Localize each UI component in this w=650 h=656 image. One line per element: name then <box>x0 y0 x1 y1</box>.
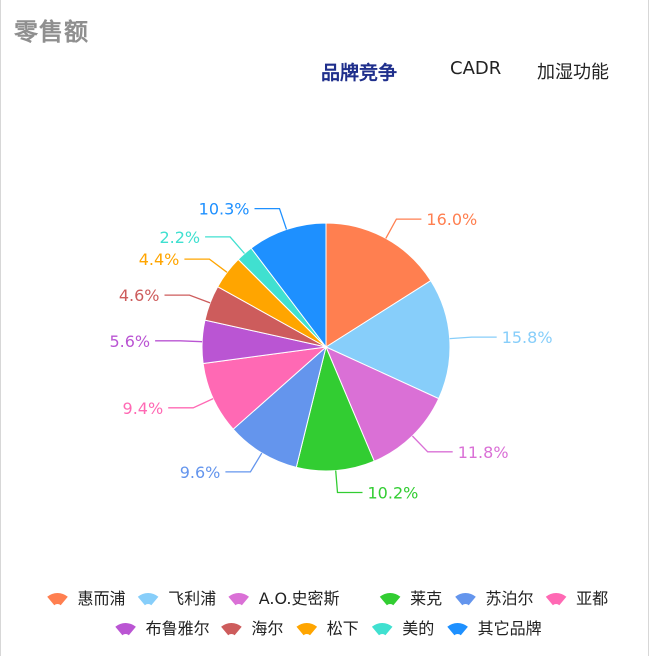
legend-swatch <box>47 593 68 606</box>
data-label: 4.6% <box>119 286 160 305</box>
legend-item[interactable]: 松下 <box>296 619 359 638</box>
label-leader-line <box>385 218 422 239</box>
data-label: 15.8% <box>502 328 553 347</box>
page-title: 零售额 <box>14 18 89 46</box>
legend-label: 海尔 <box>251 619 283 638</box>
label-leader-line <box>335 470 363 494</box>
label-leader-line <box>205 236 245 254</box>
legend-item[interactable]: 飞利浦 <box>137 589 216 608</box>
legend-swatch <box>115 623 136 636</box>
legend-swatch <box>137 593 159 606</box>
legend-item[interactable]: 莱克 <box>379 589 442 608</box>
legend-label: 其它品牌 <box>478 619 542 638</box>
legend-label: 布鲁雅尔 <box>146 619 210 638</box>
data-label: 10.2% <box>368 484 419 503</box>
label-leader-line <box>184 258 228 273</box>
legend-swatch <box>447 623 468 636</box>
label-leader-line <box>155 340 203 343</box>
legend-label: A.O.史密斯 <box>259 589 340 608</box>
legend-label: 惠而浦 <box>78 589 126 608</box>
tab-bar: 品牌竞争 CADR 加湿功能 <box>0 58 650 88</box>
label-leader-line <box>225 452 263 473</box>
label-leader-line <box>449 336 497 340</box>
label-leader-line <box>254 207 288 230</box>
data-label: 16.0% <box>426 210 477 229</box>
legend-item[interactable]: 海尔 <box>221 619 283 638</box>
pie-slice[interactable] <box>250 222 327 349</box>
data-label: 4.4% <box>139 250 180 269</box>
legend-item[interactable]: 布鲁雅尔 <box>115 619 210 638</box>
legend-label: 飞利浦 <box>168 589 216 608</box>
tab-brand-competition[interactable]: 品牌竞争 <box>321 62 398 84</box>
legend-swatch <box>371 623 393 636</box>
label-leader-line <box>164 294 211 304</box>
legend-item[interactable]: A.O.史密斯 <box>228 589 339 608</box>
legend-swatch <box>296 623 318 636</box>
legend-swatch <box>455 593 476 606</box>
legend-item[interactable]: 苏泊尔 <box>455 589 534 608</box>
label-leader-line <box>168 398 214 409</box>
legend-item[interactable]: 美的 <box>371 619 434 638</box>
label-leader-line <box>411 435 453 453</box>
data-label: 2.2% <box>159 228 200 247</box>
legend-label: 苏泊尔 <box>486 589 534 608</box>
legend-item[interactable]: 惠而浦 <box>47 589 126 608</box>
data-label: 9.6% <box>180 463 221 482</box>
legend-swatch <box>221 623 242 636</box>
data-label: 5.6% <box>109 332 150 351</box>
data-label: 9.4% <box>123 399 164 418</box>
legend-item[interactable]: 其它品牌 <box>447 619 542 638</box>
data-label: 11.8% <box>458 443 509 462</box>
legend-label: 松下 <box>327 619 359 638</box>
pie-slice[interactable] <box>325 346 440 462</box>
legend-label: 亚都 <box>576 589 608 608</box>
pie-slice[interactable] <box>295 345 375 472</box>
data-label: 10.3% <box>199 200 250 219</box>
legend-label: 莱克 <box>410 589 442 608</box>
legend-label: 美的 <box>402 619 434 638</box>
legend-swatch <box>228 593 249 606</box>
pie-slice[interactable] <box>232 345 327 468</box>
legend-swatch <box>545 593 567 606</box>
tab-humidify[interactable]: 加湿功能 <box>537 62 609 83</box>
legend-swatch <box>379 593 401 606</box>
legend-item[interactable]: 亚都 <box>545 589 608 608</box>
tab-cadr[interactable]: CADR <box>450 58 502 79</box>
